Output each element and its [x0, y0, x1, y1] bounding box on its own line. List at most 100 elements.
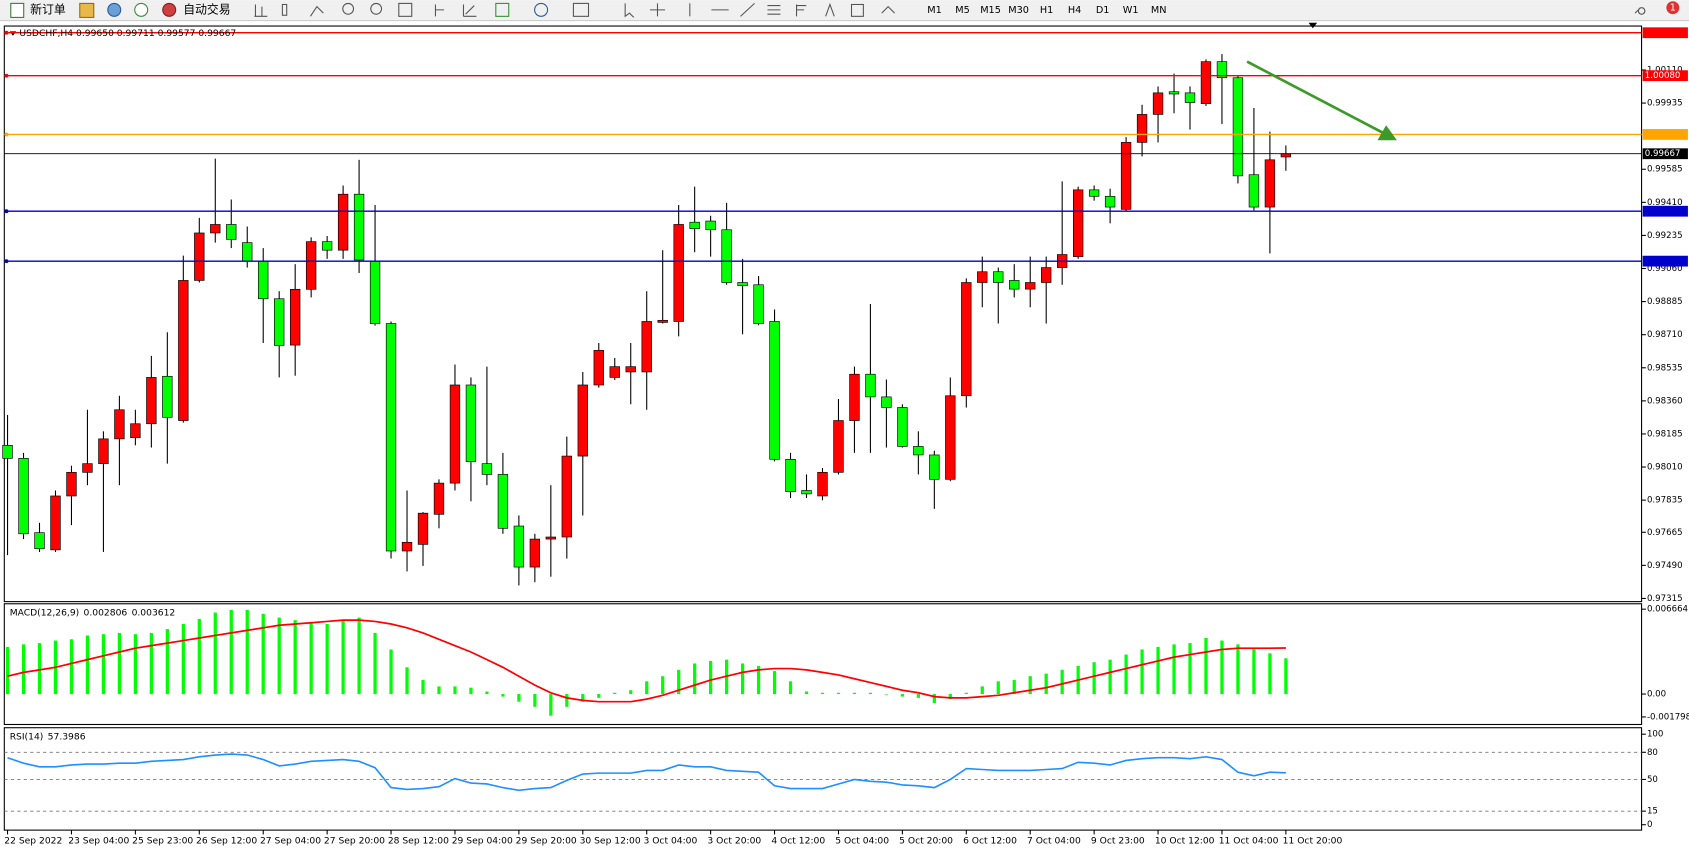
- icon-button[interactable]: [572, 2, 590, 17]
- rsi-line: [7, 753, 1286, 792]
- timeframe-button[interactable]: MN: [1151, 5, 1167, 16]
- macd-bar: [1124, 654, 1128, 695]
- y-tick-label: 0.98710: [1647, 330, 1683, 340]
- macd-bar: [469, 687, 473, 695]
- icon-button[interactable]: [740, 3, 755, 17]
- icon: [162, 2, 177, 17]
- icon-button[interactable]: [649, 3, 666, 17]
- timeframe-button[interactable]: H1: [1040, 5, 1053, 16]
- macd-bar: [1204, 637, 1208, 695]
- candle-body: [321, 241, 333, 251]
- x-tick-label: 9 Oct 23:00: [1091, 835, 1145, 846]
- candle-body: [337, 193, 349, 251]
- icon-button[interactable]: [767, 5, 781, 15]
- icon-button[interactable]: [495, 2, 510, 17]
- candle-body: [417, 512, 429, 545]
- icon-button[interactable]: [534, 2, 549, 17]
- macd-bar: [709, 660, 713, 695]
- x-tick-label: 4 Oct 12:00: [771, 835, 825, 846]
- icon-button[interactable]: [370, 2, 383, 15]
- macd-bar: [21, 644, 26, 695]
- candle-body: [1184, 92, 1196, 103]
- icon-button[interactable]: [342, 2, 355, 15]
- notification-count: 1: [1670, 3, 1676, 14]
- timeframe-button[interactable]: M1: [927, 5, 942, 16]
- macd-bar: [229, 609, 233, 695]
- y-tick-label: 100: [1647, 730, 1663, 740]
- timeframe-button[interactable]: H4: [1068, 5, 1081, 16]
- macd-bar: [277, 617, 281, 695]
- candle-body: [34, 532, 45, 550]
- candle-body: [1104, 195, 1116, 208]
- candle-body: [481, 463, 493, 475]
- macd-bar: [85, 635, 90, 695]
- x-tick-label: 5 Oct 20:00: [899, 835, 953, 846]
- x-tick-label: 3 Oct 04:00: [643, 835, 697, 846]
- auto-trading-button[interactable]: 自动交易: [162, 2, 231, 17]
- candle-body: [18, 458, 29, 535]
- search-button[interactable]: [1634, 7, 1646, 15]
- x-tick-label: 23 Sep 04:00: [68, 835, 129, 846]
- candle-body: [929, 454, 940, 480]
- timeframe-button[interactable]: M15: [980, 5, 1001, 16]
- timeframe-button[interactable]: W1: [1123, 5, 1139, 16]
- price-label-bg: [1642, 148, 1688, 160]
- new-order-button[interactable]: 新订单: [10, 2, 66, 18]
- level-handle: [4, 132, 9, 137]
- icon-button[interactable]: [795, 4, 807, 17]
- candle-body: [753, 284, 764, 324]
- shift-marker[interactable]: [1308, 22, 1318, 29]
- macd-bar: [852, 692, 857, 695]
- icon-button[interactable]: [624, 3, 635, 18]
- macd-bar: [1092, 662, 1096, 695]
- icon-button[interactable]: [107, 2, 122, 17]
- candle-body: [817, 472, 828, 497]
- indicator-title: RSI(14) 57.3986: [10, 731, 86, 742]
- y-tick-label: 0.97835: [1647, 496, 1683, 506]
- icon-button[interactable]: [825, 2, 835, 17]
- icon-button[interactable]: [398, 2, 413, 17]
- macd-bar: [117, 632, 122, 695]
- indicator-name: MACD(12,26,9): [10, 607, 80, 618]
- timeframe-button[interactable]: M5: [955, 5, 970, 16]
- candle-body: [705, 220, 716, 231]
- timeframe-button[interactable]: M30: [1008, 5, 1029, 16]
- notification-badge[interactable]: [1666, 1, 1680, 15]
- icon-button[interactable]: [462, 4, 477, 17]
- candle-body: [130, 423, 141, 439]
- macd-bar: [405, 667, 409, 695]
- icon-button[interactable]: [254, 4, 268, 17]
- arrow-shaft: [1246, 60, 1384, 134]
- icon-button[interactable]: [281, 3, 288, 16]
- candle-body: [689, 221, 700, 229]
- macd-bar: [1220, 640, 1224, 695]
- icon-button[interactable]: [434, 4, 445, 17]
- icon-button[interactable]: [79, 2, 95, 18]
- candle-body: [593, 350, 604, 386]
- y-tick-label: 0.006664: [1647, 605, 1688, 615]
- tool-icons: [254, 2, 1646, 18]
- candle-body: [210, 224, 221, 234]
- candle-body: [50, 495, 61, 551]
- macd-bar: [485, 691, 489, 695]
- candle-body: [1120, 142, 1132, 210]
- macd-bar: [677, 669, 681, 695]
- macd-bar: [948, 694, 952, 700]
- macd-bar: [884, 694, 889, 695]
- candle-body: [242, 242, 253, 262]
- x-tick-label: 27 Sep 04:00: [260, 835, 321, 846]
- candle-body: [721, 229, 732, 283]
- candle-body: [673, 224, 684, 322]
- macd-bar: [309, 622, 313, 695]
- candle-body: [545, 536, 557, 540]
- level-handle: [4, 209, 9, 214]
- icon-button[interactable]: [309, 5, 324, 17]
- timeframe-button[interactable]: D1: [1096, 5, 1110, 16]
- timeframe-bar: M1 M5 M15 M30 H1 H4 D1 W1 MN: [927, 5, 1166, 16]
- y-tick-label: 0.98885: [1647, 297, 1683, 307]
- y-tick-label: 0: [1647, 820, 1652, 830]
- macd-bar: [613, 692, 617, 695]
- icon-button[interactable]: [881, 5, 896, 14]
- icon-button[interactable]: [134, 2, 149, 17]
- icon-button[interactable]: [850, 3, 864, 17]
